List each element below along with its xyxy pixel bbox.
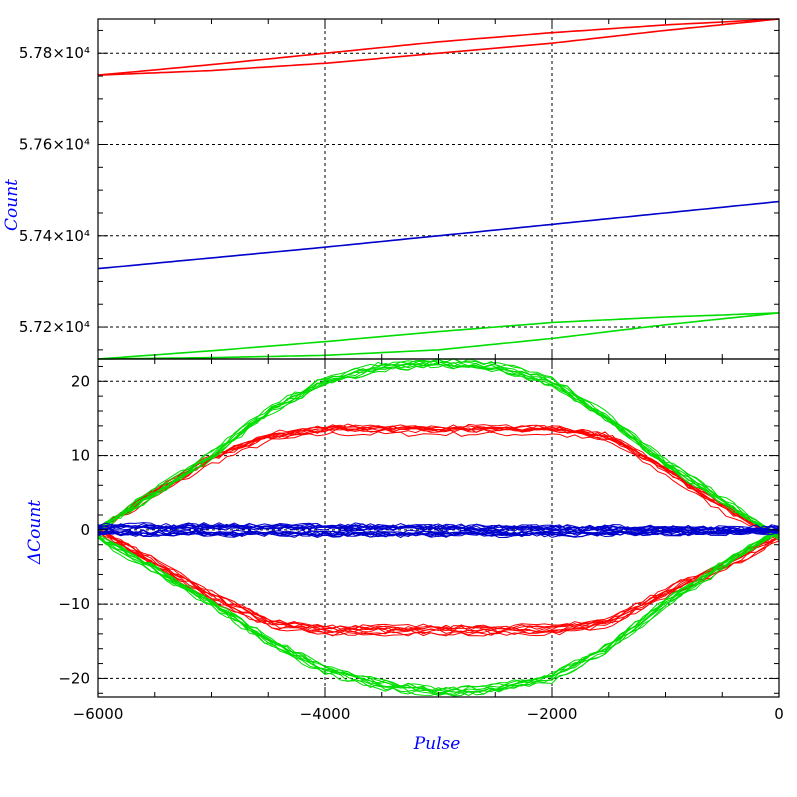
series-trace	[97, 358, 780, 536]
x-tick-label: 0	[774, 705, 784, 723]
series-trace	[97, 530, 780, 693]
series-trace	[97, 528, 780, 695]
series-trace	[97, 425, 780, 535]
bottom-y-axis-title: ΔCount	[25, 500, 45, 565]
series-trace	[97, 528, 780, 693]
series-trace	[97, 362, 780, 541]
series-trace	[97, 531, 780, 637]
series-trace	[97, 529, 779, 537]
series-trace	[97, 529, 780, 631]
series-trace	[97, 427, 780, 537]
series-trace	[97, 423, 780, 536]
x-tick-label: −4000	[300, 705, 351, 723]
series-trace	[97, 425, 780, 535]
series-trace	[97, 363, 780, 537]
series-trace	[97, 362, 780, 541]
series-line	[97, 18, 780, 76]
series-trace	[97, 522, 780, 531]
series-trace	[97, 524, 780, 533]
series-trace	[97, 424, 780, 535]
y-tick-label: −10	[58, 595, 90, 613]
series-trace	[97, 529, 780, 537]
y-tick-label: 10	[71, 447, 90, 465]
series-trace	[97, 529, 780, 697]
plot-frame	[97, 18, 780, 360]
series-trace	[97, 530, 780, 697]
x-tick-label: −2000	[527, 705, 578, 723]
series-trace	[97, 361, 780, 539]
y-tick-label: 5.74×10⁴	[19, 227, 90, 245]
series-line	[97, 18, 780, 76]
series-trace	[97, 528, 780, 692]
series-trace	[97, 528, 780, 692]
y-tick-label: 5.76×10⁴	[19, 136, 90, 154]
top-panel: 5.72×10⁴ 5.74×10⁴ 5.76×10⁴ 5.78×10⁴	[19, 18, 780, 360]
x-axis-title: Pulse	[413, 734, 461, 754]
series-trace	[97, 526, 780, 630]
series-line	[97, 312, 780, 360]
series-trace	[97, 426, 780, 538]
y-tick-label: −20	[58, 669, 90, 687]
series-trace	[97, 531, 780, 693]
series-trace	[97, 528, 780, 632]
series-line	[97, 200, 780, 270]
y-tick-label: 0	[80, 521, 90, 539]
series-trace	[97, 424, 780, 537]
y-tick-label: 5.78×10⁴	[19, 44, 90, 62]
x-tick-label: −6000	[73, 705, 124, 723]
y-tick-label: 5.72×10⁴	[19, 318, 90, 336]
series-trace	[97, 425, 780, 537]
series-trace	[97, 362, 780, 538]
series-trace	[97, 528, 780, 634]
y-tick-label: 20	[71, 372, 90, 390]
series-trace	[97, 360, 780, 537]
series-trace	[97, 530, 780, 632]
series-trace	[97, 357, 780, 536]
bottom-panel: −20 −10 0 10 20 −6000 −4000 −2000 0	[58, 357, 784, 723]
series-trace	[97, 528, 780, 696]
series-trace	[97, 360, 780, 536]
series-trace	[97, 431, 780, 542]
top-y-axis-title: Count	[2, 179, 22, 231]
